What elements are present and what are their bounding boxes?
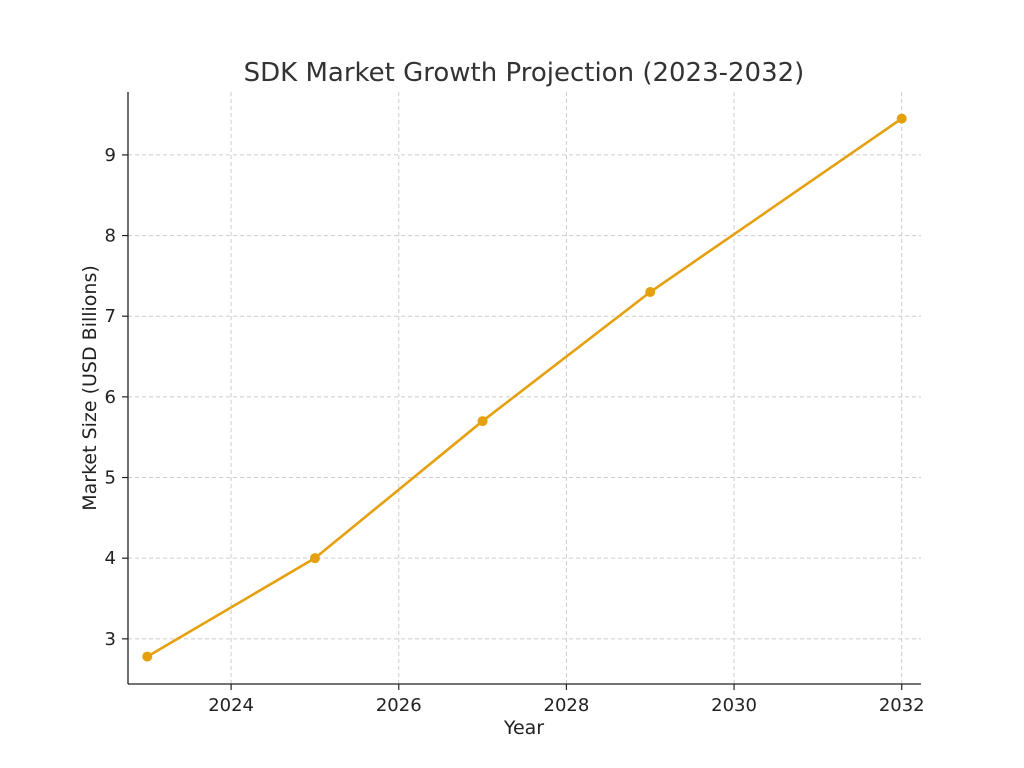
data-point (645, 287, 656, 298)
x-axis-label: Year (503, 717, 544, 739)
grid-layer (128, 92, 921, 684)
x-tick-label: 2024 (208, 695, 254, 716)
axes (127, 92, 921, 685)
y-tick-label: 9 (105, 145, 116, 166)
y-tick-label: 5 (105, 468, 116, 489)
data-point (309, 553, 320, 564)
data-point (896, 113, 907, 124)
y-tick-label: 8 (105, 226, 116, 247)
x-tick-label: 2028 (544, 695, 590, 716)
y-tick-label: 4 (105, 548, 116, 569)
data-point (142, 651, 153, 662)
y-tick-label: 3 (105, 629, 116, 650)
x-tick-label: 2026 (376, 695, 422, 716)
y-tick-label: 7 (105, 306, 116, 327)
data-point (477, 416, 488, 427)
x-tick-label: 2032 (879, 695, 925, 716)
tick-layer: 2024 2026 2028 2030 2032 3 4 5 6 7 8 9 (105, 145, 925, 716)
chart-title: SDK Market Growth Projection (2023-2032) (244, 58, 805, 88)
x-tick-label: 2030 (711, 695, 757, 716)
y-axis-label: Market Size (USD Billions) (79, 265, 101, 511)
series-layer (142, 113, 907, 662)
y-tick-label: 6 (105, 387, 116, 408)
series-line (146, 117, 903, 658)
